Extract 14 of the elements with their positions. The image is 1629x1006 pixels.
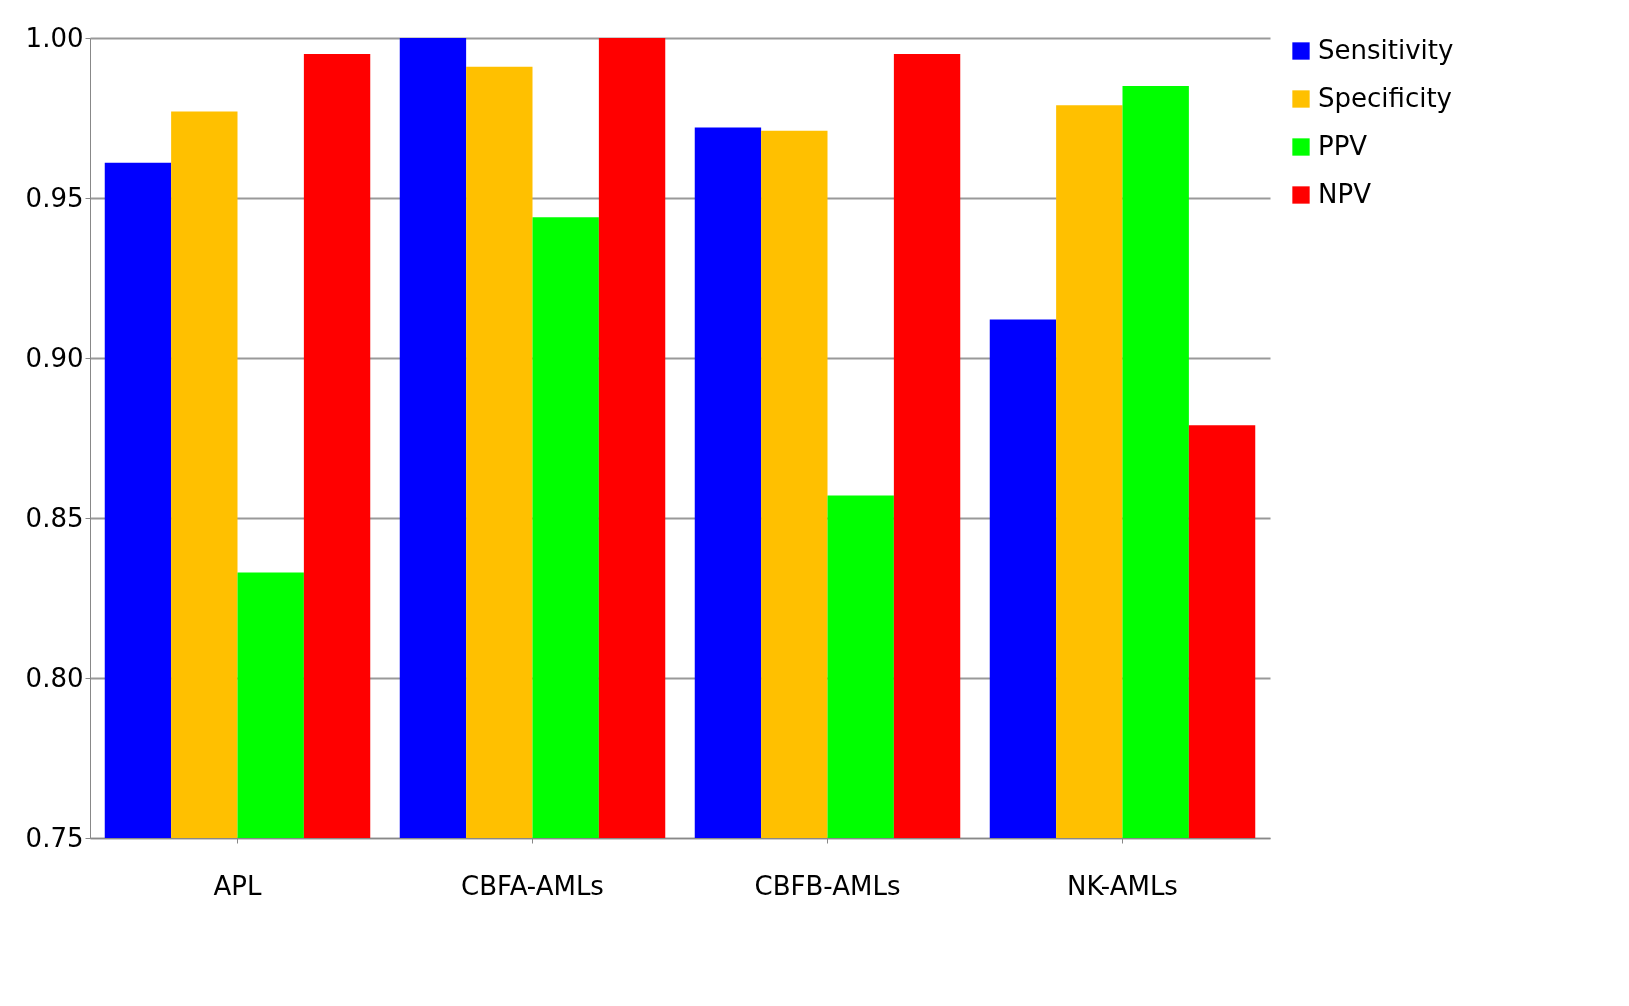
y-tick-label: 0.75 [25,822,84,853]
legend-label: NPV [1318,179,1372,209]
legend-label: Specificity [1318,83,1452,113]
x-tick-label: NK-AMLs [1067,870,1178,901]
legend-label: PPV [1318,131,1368,161]
y-tick-label: 0.80 [25,662,84,693]
y-tick-label: 0.85 [25,502,84,533]
y-tick-label: 0.95 [25,182,84,213]
x-tick-label: CBFB-AMLs [754,870,901,901]
x-tick-label: CBFA-AMLs [461,870,604,901]
x-tick-label: APL [213,870,262,901]
y-tick-label: 0.90 [25,342,84,373]
y-tick-label: 1.00 [25,22,84,53]
legend-label: Sensitivity [1318,35,1454,65]
